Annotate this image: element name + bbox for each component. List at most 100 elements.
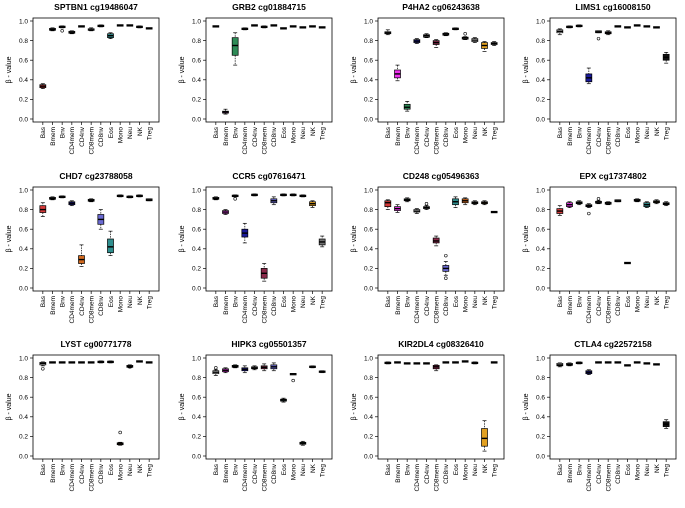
x-tick-label: NK bbox=[654, 295, 661, 305]
x-tick-label: NK bbox=[137, 295, 144, 305]
x-tick-label: NK bbox=[482, 463, 489, 473]
x-tick-label: CD4mem bbox=[242, 464, 249, 491]
y-tick-label: 0.0 bbox=[364, 285, 373, 292]
box-bas bbox=[212, 366, 220, 376]
box-eos bbox=[452, 361, 459, 364]
y-tick-label: 0.2 bbox=[364, 434, 373, 441]
panel-ctla4: CTLA4 cg22572158 0.0 0.2 0.4 0.6 0.8 1.0 β - va… bbox=[523, 339, 677, 491]
box-bnv bbox=[231, 194, 239, 201]
box-cd4nv bbox=[423, 33, 430, 39]
x-tick-label: Mono bbox=[462, 127, 469, 144]
box-bnv bbox=[403, 101, 411, 112]
box-nk bbox=[481, 41, 488, 52]
x-tick-label: Neu bbox=[644, 464, 651, 476]
x-tick-label: Bmem bbox=[223, 296, 230, 315]
x-tick-label: CD4nv bbox=[424, 295, 431, 316]
box-bas bbox=[384, 361, 392, 365]
box-cd8nv bbox=[97, 24, 105, 28]
y-tick-label: 0.8 bbox=[536, 38, 545, 45]
x-tick-label: CD8nv bbox=[98, 463, 105, 484]
y-tick-label: 0.6 bbox=[364, 227, 373, 234]
x-tick-label: Mono bbox=[462, 296, 469, 313]
box-bas bbox=[39, 202, 47, 217]
box-cd8mem bbox=[87, 27, 95, 32]
box-bas bbox=[384, 29, 392, 36]
x-tick-label: CD8nv bbox=[443, 126, 450, 147]
y-axis-label: β - value bbox=[6, 225, 13, 252]
plot-frame bbox=[377, 186, 505, 292]
y-tick-label: 0.0 bbox=[192, 285, 201, 292]
y-tick-label: 0.0 bbox=[536, 285, 545, 292]
y-tick-label: 0.0 bbox=[19, 453, 28, 460]
box-nk bbox=[653, 363, 660, 366]
box-cd4mem bbox=[413, 362, 421, 365]
x-tick-label: NK bbox=[310, 126, 317, 136]
x-tick-label: CD4nv bbox=[252, 126, 259, 147]
x-tick-label: NK bbox=[310, 463, 317, 473]
x-tick-label: Bnv bbox=[404, 295, 411, 307]
box-bmem bbox=[49, 196, 56, 201]
x-tick-label: CD8mem bbox=[261, 296, 268, 323]
x-tick-label: Neu bbox=[300, 464, 307, 476]
y-tick-label: 0.4 bbox=[536, 246, 545, 253]
y-axis-label: β - value bbox=[523, 56, 530, 83]
box-mono bbox=[633, 24, 641, 27]
y-tick-label: 0.8 bbox=[19, 38, 28, 45]
x-tick-label: CD8mem bbox=[88, 464, 95, 491]
x-tick-label: CD8nv bbox=[615, 463, 622, 484]
box-cd8mem bbox=[604, 201, 612, 206]
y-tick-label: 0.4 bbox=[19, 77, 28, 84]
box-bmem bbox=[566, 25, 573, 29]
box-nk bbox=[136, 25, 143, 29]
box-mono bbox=[289, 193, 297, 197]
x-tick-label: CD4nv bbox=[596, 295, 603, 316]
box-neu bbox=[471, 37, 479, 43]
x-tick-label: CD8nv bbox=[443, 295, 450, 316]
y-tick-label: 0.6 bbox=[364, 395, 373, 402]
x-tick-label: Eos bbox=[281, 463, 288, 475]
x-tick-label: Bnv bbox=[232, 295, 239, 307]
x-tick-label: CD8mem bbox=[261, 127, 268, 154]
y-tick-label: 0.6 bbox=[192, 58, 201, 65]
plot-frame bbox=[377, 17, 505, 123]
y-tick-label: 0.0 bbox=[536, 453, 545, 460]
x-tick-label: Bmem bbox=[395, 296, 402, 315]
y-tick-label: 0.4 bbox=[364, 77, 373, 84]
box-bas bbox=[39, 83, 47, 89]
box-treg bbox=[318, 370, 326, 374]
x-tick-label: CD4nv bbox=[79, 463, 86, 484]
box-nk bbox=[653, 26, 660, 29]
x-tick-label: Neu bbox=[300, 296, 307, 308]
box-mono bbox=[633, 361, 641, 364]
box-eos bbox=[107, 230, 114, 257]
y-tick-label: 1.0 bbox=[19, 187, 28, 194]
x-tick-label: CD8mem bbox=[88, 127, 95, 154]
box-neu bbox=[299, 440, 307, 446]
box-treg bbox=[318, 235, 326, 248]
x-tick-label: Treg bbox=[319, 464, 326, 478]
y-tick-label: 1.0 bbox=[192, 187, 201, 194]
box-cd8nv bbox=[442, 361, 450, 364]
x-tick-label: Treg bbox=[663, 296, 670, 310]
x-tick-label: Eos bbox=[108, 463, 115, 475]
plot-frame bbox=[205, 186, 333, 292]
y-tick-label: 0.8 bbox=[364, 375, 373, 382]
x-tick-label: Bas bbox=[385, 295, 392, 307]
box-treg bbox=[145, 27, 153, 30]
box-eos bbox=[452, 196, 459, 208]
y-axis-label: β - value bbox=[523, 225, 530, 252]
x-tick-label: Bnv bbox=[576, 126, 583, 138]
x-tick-label: Bmem bbox=[395, 127, 402, 146]
y-tick-label: 0.8 bbox=[536, 375, 545, 382]
box-bnv bbox=[403, 362, 411, 365]
x-tick-label: Bmem bbox=[223, 464, 230, 483]
box-neu bbox=[471, 361, 479, 365]
x-tick-label: Mono bbox=[634, 464, 641, 481]
box-cd8mem bbox=[260, 363, 268, 372]
box-nk bbox=[309, 365, 316, 369]
plot-frame bbox=[205, 17, 333, 123]
box-neu bbox=[643, 362, 651, 365]
x-tick-label: CD4mem bbox=[69, 127, 76, 154]
box-body bbox=[481, 428, 488, 447]
box-mono bbox=[116, 194, 124, 198]
